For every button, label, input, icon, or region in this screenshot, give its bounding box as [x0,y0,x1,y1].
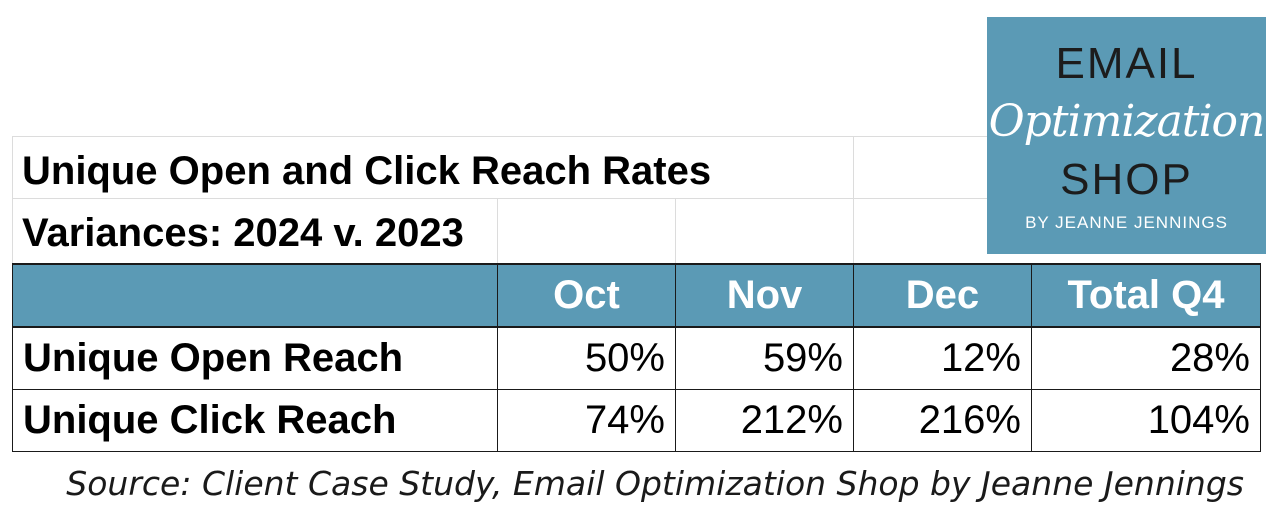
data-cell: 104% [1031,389,1261,452]
data-cell: 28% [1031,326,1261,390]
column-header: Dec [853,263,1032,328]
brand-logo: EMAIL Optimization SHOP BY JEANNE JENNIN… [987,17,1266,254]
header-row: Oct Nov Dec Total Q4 [12,263,1261,328]
data-cell: 216% [853,389,1032,452]
grid-line [12,198,987,199]
variance-table: Oct Nov Dec Total Q4 Unique Open Reach 5… [12,263,1261,452]
chart-subtitle: Variances: 2024 v. 2023 [22,211,464,255]
data-cell: 50% [497,326,676,390]
grid-line [853,136,854,263]
grid-line [675,198,676,263]
data-cell: 212% [675,389,854,452]
column-header: Nov [675,263,854,328]
logo-text-email: EMAIL [1055,39,1198,88]
table-row: Unique Click Reach 74% 212% 216% 104% [12,389,1261,452]
header-corner-cell [12,263,498,328]
data-cell: 59% [675,326,854,390]
grid-line [12,136,987,137]
grid-line [12,136,13,263]
logo-text-optimization: Optimization [988,96,1266,147]
table-row: Unique Open Reach 50% 59% 12% 28% [12,326,1261,390]
logo-text-byline: BY JEANNE JENNINGS [1025,213,1228,232]
chart-title: Unique Open and Click Reach Rates [22,149,712,193]
column-header: Oct [497,263,676,328]
row-label: Unique Click Reach [12,389,498,452]
logo-text-shop: SHOP [1060,155,1193,204]
source-note: Source: Client Case Study, Email Optimiz… [66,464,1244,503]
data-cell: 74% [497,389,676,452]
row-label: Unique Open Reach [12,326,498,390]
column-header: Total Q4 [1031,263,1261,328]
data-cell: 12% [853,326,1032,390]
grid-line [497,198,498,263]
